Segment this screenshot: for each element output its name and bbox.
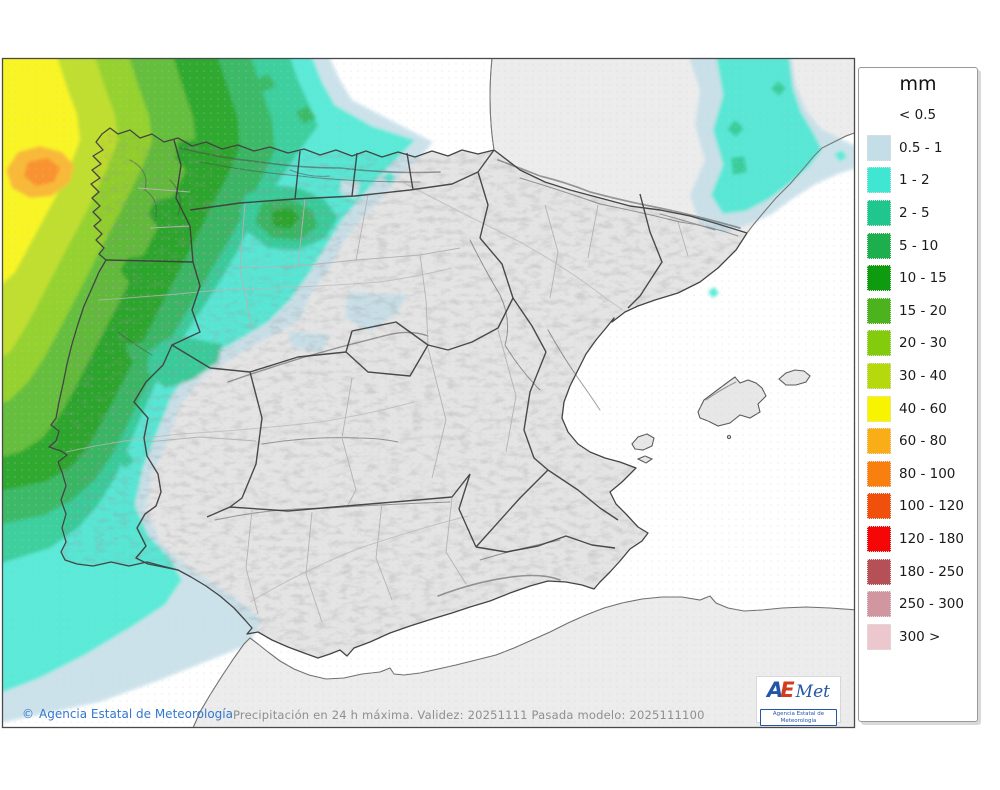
aemet-logo-wordmark: A E Met bbox=[757, 677, 840, 708]
legend-swatch bbox=[867, 200, 891, 227]
legend-label: 180 - 250 bbox=[899, 563, 964, 580]
legend-swatch bbox=[867, 232, 891, 259]
halftone-pattern bbox=[2, 58, 855, 728]
legend-label: 0.5 - 1 bbox=[899, 139, 943, 156]
legend-row: 180 - 250 bbox=[859, 555, 977, 588]
legend-panel: mm < 0.5 0.5 - 1 1 - 2 2 - 5 5 - 10 10 - 15 15… bbox=[858, 67, 978, 722]
legend-swatch bbox=[867, 297, 891, 324]
legend-label: 20 - 30 bbox=[899, 335, 947, 352]
legend-row: 2 - 5 bbox=[859, 197, 977, 230]
legend-swatch-empty bbox=[867, 102, 891, 128]
region-borders bbox=[105, 139, 748, 571]
legend-label: < 0.5 bbox=[899, 107, 937, 124]
legend-row: 40 - 60 bbox=[859, 392, 977, 425]
legend-label: 100 - 120 bbox=[899, 498, 964, 515]
map-frame bbox=[1, 57, 856, 729]
aemet-logo-caption: Agencia Estatal de Meteorología bbox=[760, 709, 837, 727]
legend-row: 250 - 300 bbox=[859, 588, 977, 621]
iberia-coastline bbox=[48, 127, 748, 659]
france-coastline bbox=[489, 58, 855, 234]
legend-row: 300 > bbox=[859, 621, 977, 654]
legend-label: 60 - 80 bbox=[899, 433, 947, 450]
legend-label: 30 - 40 bbox=[899, 368, 947, 385]
legend-label: 250 - 300 bbox=[899, 596, 964, 613]
legend-row: 30 - 40 bbox=[859, 360, 977, 393]
legend-swatch bbox=[867, 395, 891, 422]
legend-row: 20 - 30 bbox=[859, 327, 977, 360]
legend-row: 100 - 120 bbox=[859, 490, 977, 523]
legend-label: 40 - 60 bbox=[899, 400, 947, 417]
legend-swatch bbox=[867, 623, 891, 650]
rivers bbox=[65, 181, 623, 603]
legend-swatch bbox=[867, 591, 891, 618]
logo-letter-e: E bbox=[780, 678, 795, 702]
legend-swatch bbox=[867, 558, 891, 585]
legend-row: 5 - 10 bbox=[859, 229, 977, 262]
legend-row: 0.5 - 1 bbox=[859, 132, 977, 165]
aemet-logo: A E Met Agencia Estatal de Meteorología bbox=[756, 676, 841, 727]
legend-swatch bbox=[867, 493, 891, 520]
legend-label: 300 > bbox=[899, 628, 941, 645]
legend-row: 120 - 180 bbox=[859, 523, 977, 556]
legend-row: 60 - 80 bbox=[859, 425, 977, 458]
legend-label: 80 - 100 bbox=[899, 465, 956, 482]
copyright-text: Agencia Estatal de Meteorología bbox=[39, 707, 233, 721]
legend-row: 15 - 20 bbox=[859, 295, 977, 328]
legend-label: 5 - 10 bbox=[899, 237, 939, 254]
legend-title: mm bbox=[899, 73, 937, 95]
legend-swatch bbox=[867, 428, 891, 455]
legend-label: 2 - 5 bbox=[899, 205, 930, 222]
copyright: © Agencia Estatal de Meteorología bbox=[22, 707, 233, 721]
legend-swatch bbox=[867, 460, 891, 487]
legend-swatch bbox=[867, 134, 891, 161]
legend-swatch bbox=[867, 363, 891, 390]
legend-label: 120 - 180 bbox=[899, 531, 964, 548]
legend-swatch bbox=[867, 330, 891, 357]
legend-rows: < 0.5 0.5 - 1 1 - 2 2 - 5 5 - 10 10 - 15 15 - … bbox=[859, 99, 977, 653]
legend-label: 10 - 15 bbox=[899, 270, 947, 287]
legend-swatch bbox=[867, 526, 891, 553]
logo-letters-met: Met bbox=[795, 682, 830, 702]
legend-label: 1 - 2 bbox=[899, 172, 930, 189]
copyright-icon: © bbox=[22, 707, 34, 721]
legend-swatch bbox=[867, 167, 891, 194]
legend-swatch bbox=[867, 265, 891, 292]
legend-row: 10 - 15 bbox=[859, 262, 977, 295]
province-borders bbox=[137, 187, 689, 623]
legend-label: 15 - 20 bbox=[899, 302, 947, 319]
logo-letter-a: A bbox=[767, 678, 784, 702]
model-info-text: Precipitación en 24 h máxima. Validez: 2… bbox=[233, 708, 705, 722]
legend-row: < 0.5 bbox=[859, 99, 977, 132]
legend-row: 80 - 100 bbox=[859, 458, 977, 491]
legend-row: 1 - 2 bbox=[859, 164, 977, 197]
